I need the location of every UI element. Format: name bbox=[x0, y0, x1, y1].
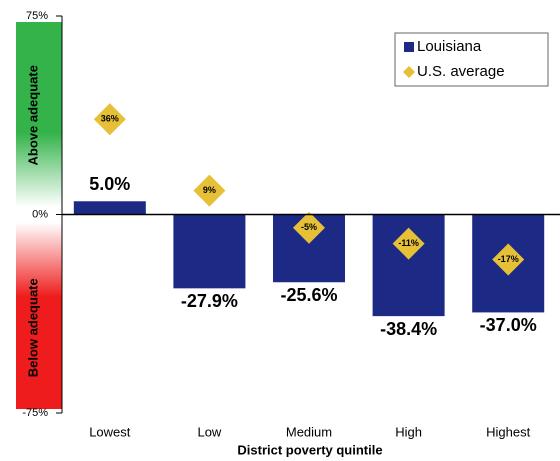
value-label: -25.6% bbox=[280, 285, 337, 305]
bar bbox=[73, 201, 146, 215]
diamond-marker bbox=[93, 103, 126, 136]
diamond-marker bbox=[492, 243, 525, 276]
value-label: -5% bbox=[301, 222, 317, 232]
value-label: 5.0% bbox=[89, 174, 130, 194]
diamond-marker bbox=[193, 174, 226, 207]
bar bbox=[173, 214, 246, 289]
x-axis-title: District poverty quintile bbox=[237, 442, 382, 457]
zone-label: Below adequate bbox=[25, 278, 40, 377]
diamond-marker bbox=[293, 211, 326, 244]
value-label: -17% bbox=[498, 254, 519, 264]
x-tick-label: High bbox=[395, 424, 422, 439]
legend-swatch bbox=[403, 66, 415, 78]
x-tick-label: Medium bbox=[286, 424, 332, 439]
value-label: -27.9% bbox=[181, 291, 238, 311]
value-label: -38.4% bbox=[380, 319, 437, 339]
value-label: -11% bbox=[398, 238, 419, 248]
x-tick-label: Highest bbox=[486, 424, 530, 439]
legend-box bbox=[394, 32, 549, 87]
y-tick-label: -75% bbox=[22, 407, 48, 419]
x-tick-label: Lowest bbox=[89, 424, 131, 439]
diamond-marker bbox=[392, 227, 425, 260]
y-tick-label: 75% bbox=[26, 10, 48, 22]
legend-label: Louisiana bbox=[417, 38, 482, 55]
zone-above bbox=[16, 22, 62, 207]
y-tick-label: 0% bbox=[32, 208, 48, 220]
legend-swatch bbox=[404, 42, 414, 52]
value-label: 36% bbox=[101, 114, 119, 124]
value-label: -37.0% bbox=[480, 315, 537, 335]
x-tick-label: Low bbox=[197, 424, 221, 439]
zone-below bbox=[16, 222, 62, 409]
legend-label: U.S. average bbox=[417, 63, 505, 80]
value-label: 9% bbox=[203, 185, 216, 195]
zone-label: Above adequate bbox=[25, 65, 40, 165]
